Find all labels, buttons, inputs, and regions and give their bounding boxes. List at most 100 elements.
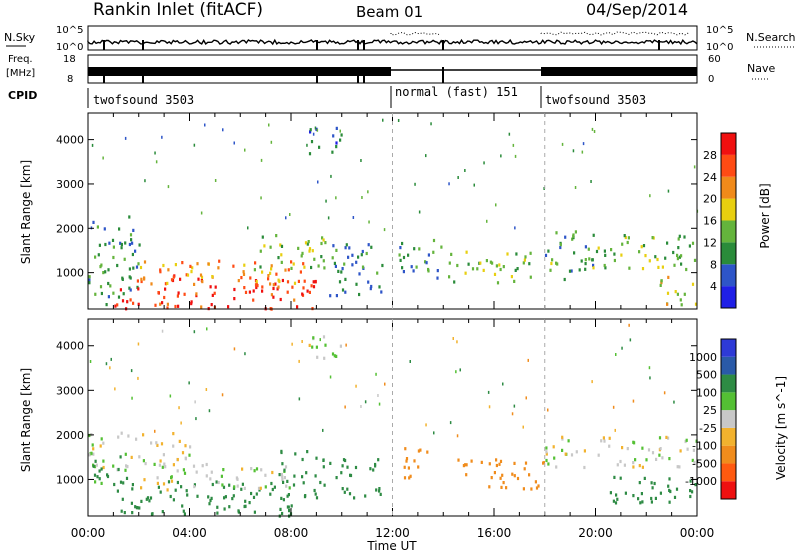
scatter-cell <box>220 474 223 478</box>
scatter-cell <box>632 465 635 469</box>
scatter-cell <box>367 190 369 194</box>
scatter-cell <box>261 235 264 239</box>
scatter-cell <box>381 263 384 268</box>
scatter-cell <box>584 245 587 249</box>
scatter-cell <box>167 268 170 272</box>
scatter-cell <box>228 505 231 509</box>
scatter-cell <box>694 483 697 487</box>
scatter-cell <box>450 252 453 256</box>
scatter-cell <box>201 464 204 468</box>
scatter-cell <box>506 252 509 256</box>
scatter-cell <box>286 479 289 483</box>
scatter-cell <box>315 345 318 349</box>
scatter-cell <box>624 491 627 495</box>
scatter-cell <box>505 486 508 490</box>
ytick-label: 4000 <box>56 134 84 147</box>
scatter-cell <box>498 462 501 466</box>
scatter-cell <box>490 476 493 480</box>
scatter-cell <box>154 303 157 307</box>
scatter-cell <box>574 186 577 189</box>
scatter-cell <box>205 474 208 478</box>
scatter-cell <box>312 285 316 289</box>
scatter-cell <box>516 267 519 271</box>
scatter-cell <box>608 436 611 440</box>
scatter-cell <box>224 495 227 499</box>
scatter-cell <box>261 285 264 289</box>
scatter-cell <box>112 245 115 249</box>
scatter-cell <box>691 282 695 286</box>
scatter-cell <box>634 458 637 462</box>
nsky-trace <box>87 31 698 50</box>
scatter-cell <box>424 260 427 264</box>
scatter-cell <box>320 255 323 259</box>
scatter-cell <box>292 262 295 266</box>
scatter-cell <box>102 271 105 275</box>
scatter-cell <box>323 356 326 360</box>
scatter-cell <box>254 261 257 265</box>
scatter-cell <box>309 128 312 132</box>
scatter-cell <box>243 286 246 290</box>
scatter-cell <box>367 280 370 284</box>
scatter-cell <box>488 485 491 489</box>
scatter-cell <box>570 453 574 457</box>
scatter-cell <box>253 510 256 514</box>
scatter-cell <box>331 256 334 260</box>
scatter-cell <box>545 458 548 463</box>
scatter-cell <box>667 275 670 279</box>
scatter-cell <box>668 477 671 481</box>
scatter-cell <box>487 390 490 394</box>
scatter-cell <box>375 488 378 492</box>
scatter-cell <box>124 468 127 472</box>
scatter-cell <box>233 485 236 489</box>
colorbar-tick-label: 12 <box>703 236 717 249</box>
scatter-cell <box>426 450 429 454</box>
colorbar-tick-label: 28 <box>703 149 717 162</box>
scatter-cell <box>547 408 549 412</box>
scatter-cell <box>334 264 337 268</box>
scatter-cell <box>592 263 595 267</box>
scatter-cell <box>174 263 177 267</box>
scatter-cell <box>100 291 103 296</box>
scatter-cell <box>651 451 655 455</box>
scatter-cell <box>632 461 635 465</box>
scatter-cell <box>370 245 373 249</box>
colorbar-swatch <box>721 410 736 428</box>
scatter-cell <box>176 480 179 485</box>
xtick-label: 20:00 <box>578 526 613 540</box>
scatter-cell <box>264 473 267 477</box>
scatter-cell <box>543 187 545 190</box>
scatter-cell <box>255 285 258 290</box>
scatter-cell <box>95 463 98 467</box>
ytick-label: 3000 <box>56 178 84 191</box>
scatter-cell <box>194 400 196 404</box>
scatter-cell <box>315 127 318 131</box>
scatter-cell <box>615 493 618 497</box>
scatter-cell <box>109 366 111 370</box>
scatter-cell <box>612 499 615 503</box>
colorbar-tick-label: 4 <box>710 280 717 293</box>
scatter-cell <box>383 228 386 232</box>
scatter-cell <box>131 252 134 257</box>
scatter-cell <box>172 444 175 448</box>
scatter-cell <box>580 259 583 263</box>
scatter-cell <box>500 485 503 489</box>
scatter-cell <box>683 235 686 239</box>
colorbar-swatch <box>721 198 736 221</box>
scatter-cell <box>104 242 107 247</box>
scatter-cell <box>253 268 256 272</box>
scatter-cell <box>339 138 342 142</box>
scatter-cell <box>616 463 619 467</box>
scatter-cell <box>308 290 311 294</box>
scatter-cell <box>603 439 606 443</box>
scatter-cell <box>244 352 246 356</box>
scatter-cell <box>514 154 517 158</box>
scatter-cell <box>650 500 653 504</box>
ytick-label: 1000 <box>56 267 84 280</box>
date-label: 04/Sep/2014 <box>586 0 688 19</box>
scatter-cell <box>235 476 238 480</box>
scatter-cell <box>502 382 504 386</box>
scatter-cell <box>192 464 196 468</box>
scatter-cell <box>281 475 284 479</box>
scatter-cell <box>495 458 498 462</box>
scatter-cell <box>658 453 661 457</box>
